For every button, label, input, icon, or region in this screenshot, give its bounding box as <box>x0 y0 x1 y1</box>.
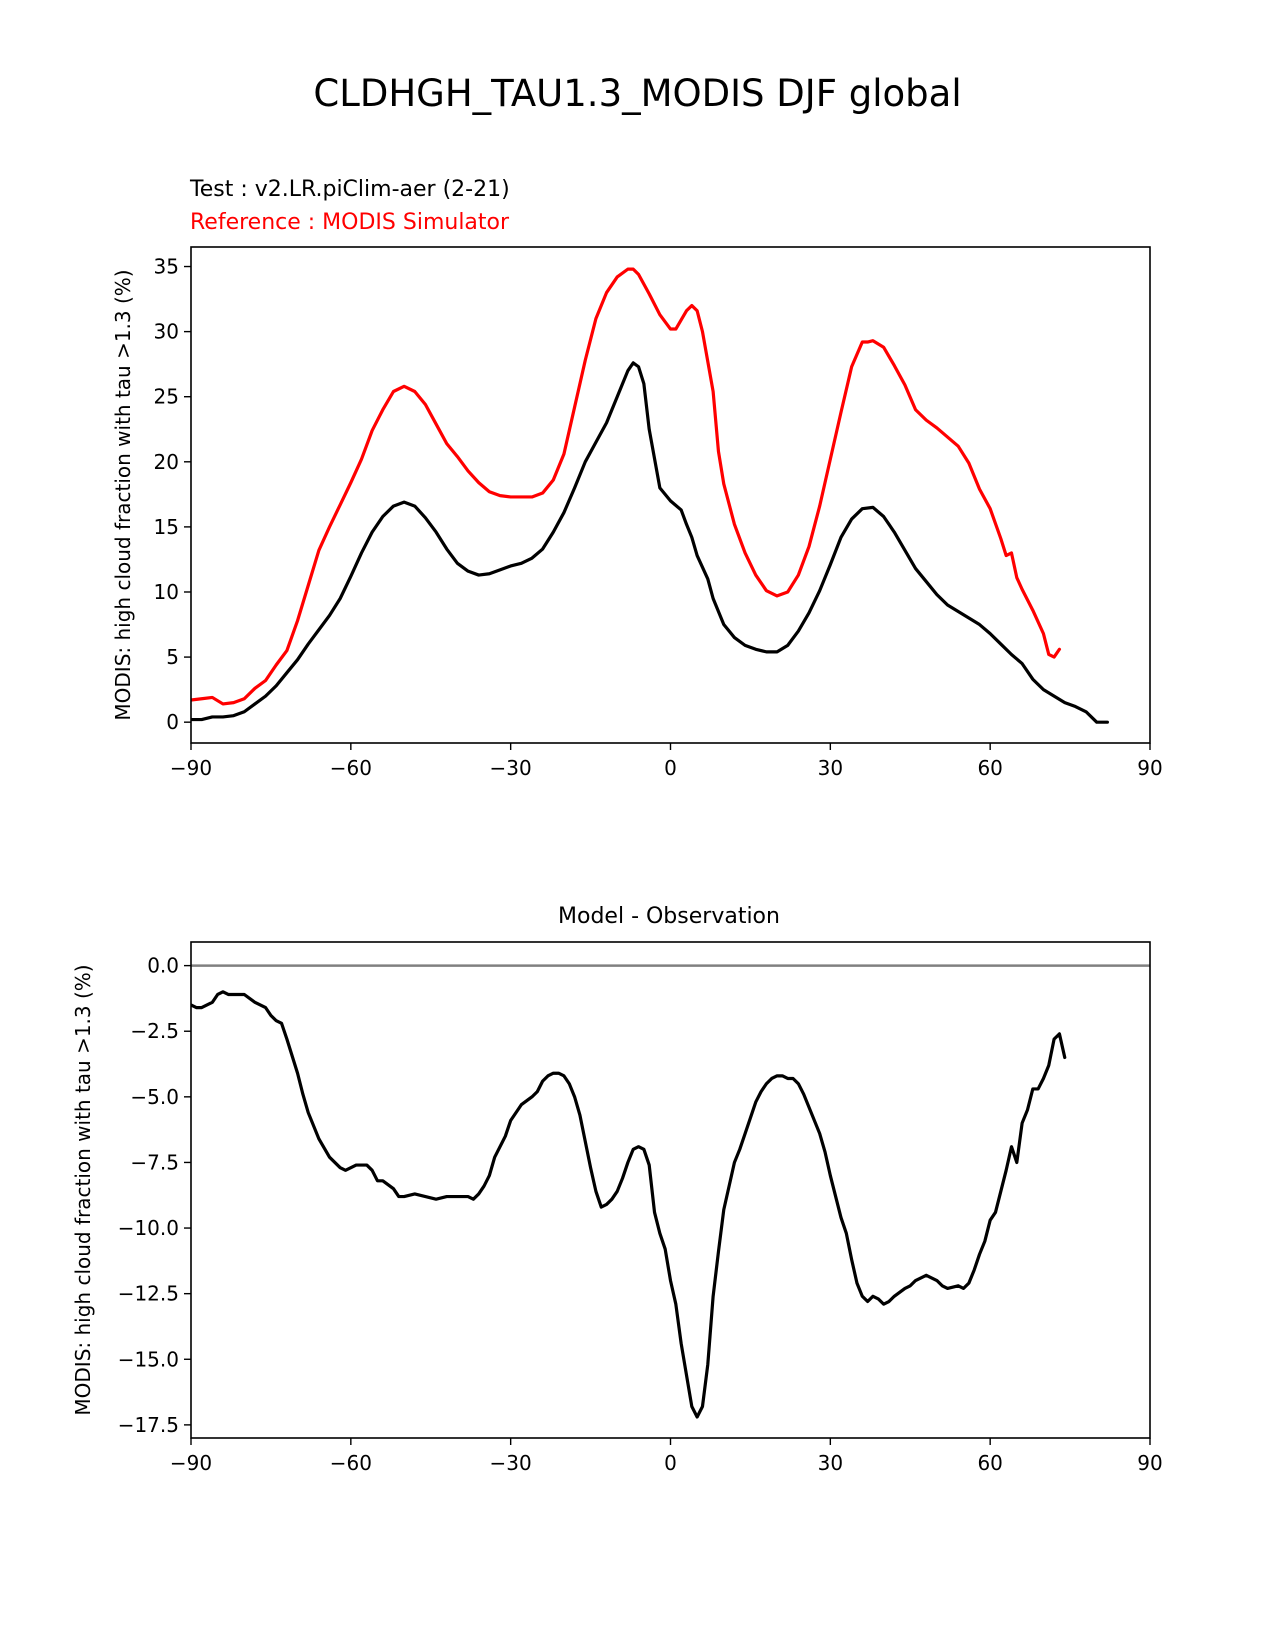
y-tick-label: 15 <box>154 515 179 539</box>
y-tick-label: 35 <box>154 255 179 279</box>
x-tick-label: 90 <box>1137 1451 1162 1475</box>
difference-series-line <box>191 990 1067 1419</box>
y-tick-label: 10 <box>154 580 179 604</box>
x-tick-label: 30 <box>818 756 843 780</box>
reference-series-line <box>191 267 1062 706</box>
y-tick-label: −7.5 <box>130 1150 179 1174</box>
figure-suptitle: CLDHGH_TAU1.3_MODIS DJF global <box>313 72 962 115</box>
plot-frame <box>190 246 1151 744</box>
y-tick-label: 5 <box>166 645 179 669</box>
x-tick-label: 0 <box>664 756 677 780</box>
x-tick-label: −90 <box>170 756 212 780</box>
test-series-line <box>191 361 1109 724</box>
y-tick-label: 20 <box>154 450 179 474</box>
x-tick-label: 30 <box>818 1451 843 1475</box>
y-tick-label: 0.0 <box>147 954 179 978</box>
x-tick-label: −30 <box>490 756 532 780</box>
reference-subtitle: Reference : MODIS Simulator <box>190 210 510 235</box>
y-tick-label: −2.5 <box>130 1019 179 1043</box>
y-tick-label: 25 <box>154 385 179 409</box>
x-tick-label: 60 <box>977 756 1002 780</box>
x-tick-label: 0 <box>664 1451 677 1475</box>
y-tick-label: −12.5 <box>118 1282 179 1306</box>
y-axis-label: MODIS: high cloud fraction with tau >1.3… <box>71 964 95 1415</box>
x-tick-label: −60 <box>330 1451 372 1475</box>
plot-frame <box>190 941 1151 1439</box>
y-tick-label: −17.5 <box>118 1413 179 1437</box>
test-subtitle: Test : v2.LR.piClim-aer (2-21) <box>189 177 510 202</box>
x-tick-label: −60 <box>330 756 372 780</box>
difference-title: Model - Observation <box>558 904 780 929</box>
x-tick-label: −30 <box>490 1451 532 1475</box>
top-panel: Test : v2.LR.piClim-aer (2-21) Reference… <box>111 177 1163 780</box>
bottom-panel: Model - Observation −90 −60 −30 0 30 60 90 0.0 −… <box>71 904 1163 1475</box>
y-tick-label: −10.0 <box>118 1216 179 1240</box>
y-tick-label: −15.0 <box>118 1347 179 1371</box>
x-tick-label: 60 <box>977 1451 1002 1475</box>
x-tick-label: −90 <box>170 1451 212 1475</box>
y-tick-label: 0 <box>166 710 179 734</box>
x-tick-label: 90 <box>1137 756 1162 780</box>
y-tick-label: 30 <box>154 320 179 344</box>
y-axis-label: MODIS: high cloud fraction with tau >1.3… <box>111 269 135 720</box>
y-tick-label: −5.0 <box>130 1085 179 1109</box>
